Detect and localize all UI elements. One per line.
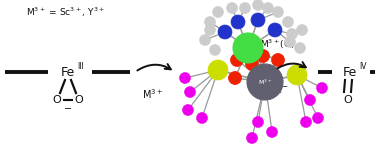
Circle shape: [204, 16, 215, 28]
Circle shape: [268, 23, 282, 37]
Circle shape: [212, 7, 223, 17]
Circle shape: [233, 33, 263, 63]
Circle shape: [251, 13, 265, 27]
Text: O: O: [53, 95, 61, 105]
Circle shape: [231, 53, 243, 67]
Circle shape: [266, 127, 277, 137]
Circle shape: [242, 36, 254, 48]
Circle shape: [209, 44, 220, 56]
Circle shape: [296, 24, 307, 36]
Circle shape: [200, 35, 211, 45]
Circle shape: [218, 25, 232, 39]
Text: M$^{3+}$ = Sc$^{3+}$, Y$^{3+}$: M$^{3+}$ = Sc$^{3+}$, Y$^{3+}$: [25, 5, 104, 19]
Text: III: III: [77, 61, 84, 71]
Circle shape: [246, 132, 257, 144]
Circle shape: [226, 3, 237, 13]
Circle shape: [208, 60, 228, 80]
Circle shape: [183, 104, 194, 116]
Circle shape: [262, 65, 274, 79]
Text: Fe: Fe: [343, 65, 357, 79]
Circle shape: [271, 53, 285, 67]
Text: IV: IV: [359, 61, 367, 71]
Circle shape: [257, 49, 270, 63]
Circle shape: [301, 116, 311, 128]
Circle shape: [262, 3, 274, 13]
Circle shape: [180, 72, 191, 84]
Circle shape: [287, 28, 297, 40]
Circle shape: [245, 57, 259, 71]
Text: −: −: [64, 104, 72, 114]
Circle shape: [228, 72, 242, 84]
Circle shape: [240, 3, 251, 13]
Circle shape: [313, 112, 324, 124]
Circle shape: [204, 24, 215, 36]
Text: M$^{3+}$: M$^{3+}$: [143, 87, 164, 101]
Circle shape: [282, 16, 293, 28]
Circle shape: [253, 0, 263, 11]
Circle shape: [294, 43, 305, 53]
Circle shape: [253, 116, 263, 128]
Circle shape: [273, 7, 284, 17]
Circle shape: [287, 65, 307, 85]
Circle shape: [248, 79, 262, 92]
Circle shape: [184, 87, 195, 97]
Text: M$^{3+}$: M$^{3+}$: [258, 77, 272, 87]
Circle shape: [316, 83, 327, 93]
Text: O: O: [74, 95, 84, 105]
Circle shape: [285, 36, 296, 48]
Text: Fe: Fe: [61, 65, 75, 79]
Text: M$^{3+}$(O): M$^{3+}$(O): [260, 37, 296, 51]
Circle shape: [197, 112, 208, 124]
Circle shape: [247, 64, 283, 100]
Text: O: O: [344, 95, 352, 105]
Circle shape: [231, 15, 245, 29]
Text: e$^{-}$: e$^{-}$: [275, 84, 289, 96]
Circle shape: [305, 95, 316, 105]
